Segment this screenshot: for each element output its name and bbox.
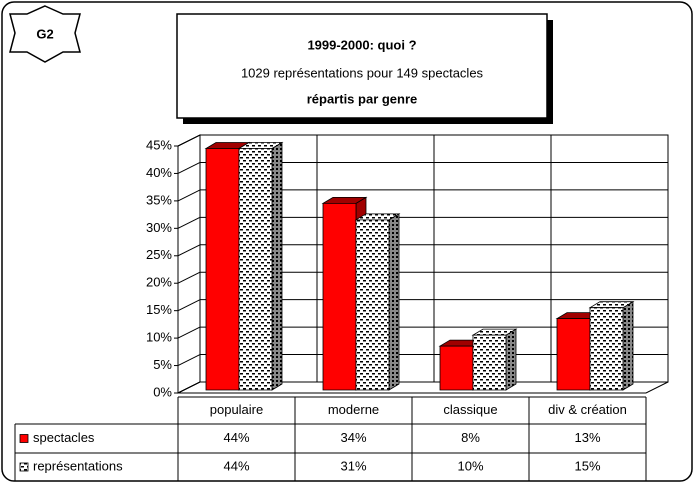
legend-label: spectacles bbox=[33, 430, 95, 445]
badge: G2 bbox=[36, 26, 53, 41]
grid-line bbox=[177, 326, 201, 339]
legend-key bbox=[19, 434, 29, 443]
y-tick-label: 30% bbox=[146, 220, 172, 235]
bar bbox=[354, 213, 401, 391]
title-box bbox=[176, 13, 548, 119]
grid-line bbox=[177, 189, 201, 202]
bar-front bbox=[439, 345, 474, 391]
bar-front bbox=[205, 148, 240, 391]
grid-line bbox=[177, 271, 201, 284]
grid-line bbox=[177, 381, 201, 394]
subtitle: répartis par genre bbox=[307, 91, 418, 106]
y-tick-label: 15% bbox=[146, 302, 172, 317]
data-label: 13% bbox=[574, 430, 600, 445]
bar-side bbox=[505, 328, 517, 391]
x-tick-label: moderne bbox=[328, 402, 379, 417]
y-tick-label: 0% bbox=[153, 384, 172, 399]
side-wall bbox=[177, 134, 201, 394]
bar-front bbox=[472, 334, 507, 391]
bar-front bbox=[589, 307, 624, 391]
bar-side bbox=[388, 213, 400, 391]
x-tick-label: classique bbox=[443, 402, 497, 417]
data-label: 31% bbox=[340, 458, 366, 473]
data-label: 44% bbox=[223, 430, 249, 445]
data-label: 8% bbox=[461, 430, 480, 445]
bar-front bbox=[322, 202, 357, 391]
bar-side bbox=[271, 141, 283, 391]
y-tick-label: 5% bbox=[153, 357, 172, 372]
badge-shape bbox=[9, 5, 81, 63]
grid-line bbox=[177, 161, 201, 174]
legend-label: représentations bbox=[33, 458, 123, 473]
grid-line bbox=[177, 354, 201, 367]
y-tick-label: 45% bbox=[146, 137, 172, 152]
bar bbox=[471, 328, 518, 391]
grid-line bbox=[177, 216, 201, 229]
data-label: 10% bbox=[457, 458, 483, 473]
y-tick-label: 20% bbox=[146, 275, 172, 290]
bar bbox=[237, 141, 284, 391]
bar-front bbox=[355, 219, 390, 391]
bar-front bbox=[556, 318, 591, 391]
data-label: 34% bbox=[340, 430, 366, 445]
y-tick-label: 40% bbox=[146, 165, 172, 180]
y-tick-label: 10% bbox=[146, 330, 172, 345]
grid-line bbox=[177, 244, 201, 257]
x-tick-label: div & création bbox=[548, 402, 627, 417]
bar bbox=[588, 300, 635, 391]
x-tick-label: populaire bbox=[210, 402, 264, 417]
y-tick-label: 35% bbox=[146, 192, 172, 207]
grid-line bbox=[177, 134, 201, 147]
legend-key bbox=[19, 462, 29, 472]
bar-front bbox=[238, 148, 273, 391]
data-label: 15% bbox=[574, 458, 600, 473]
subtitle: 1029 représentations pour 149 spectacles bbox=[241, 65, 484, 80]
chart-title: 1999-2000: quoi ? bbox=[307, 37, 416, 52]
grid-line bbox=[177, 299, 201, 312]
bar-side bbox=[622, 300, 634, 391]
y-tick-label: 25% bbox=[146, 247, 172, 262]
data-label: 44% bbox=[223, 458, 249, 473]
